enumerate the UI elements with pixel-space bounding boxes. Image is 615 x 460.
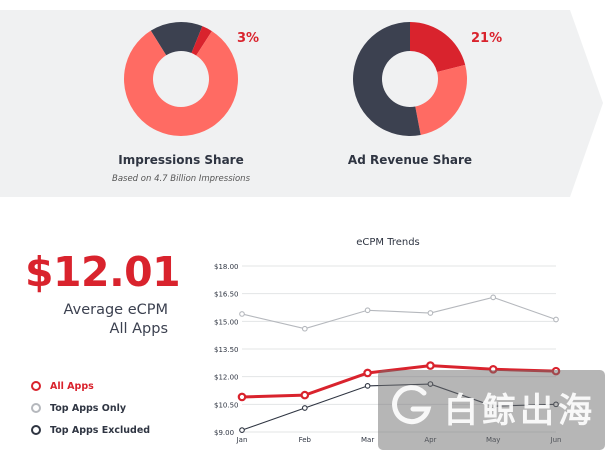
- series-point-0: [427, 310, 434, 316]
- series-point-1: [301, 405, 308, 411]
- series-point-2: [426, 361, 435, 370]
- revenue-donut: [353, 22, 467, 136]
- kpi-caption-line1: Average eCPM: [63, 302, 168, 318]
- series-point-2: [363, 368, 372, 378]
- series-point-0: [364, 307, 371, 314]
- legend-label-top-apps-excluded: Top Apps Excluded: [50, 424, 151, 436]
- y-tick-label: $13.50: [214, 346, 239, 354]
- kpi-value: $12.01: [25, 248, 181, 296]
- legend-marker-all-apps: [31, 381, 41, 391]
- y-tick-label: $15.00: [214, 318, 239, 326]
- legend-item-all-apps: All Apps: [31, 379, 94, 393]
- legend-marker-top-apps-only: [31, 403, 41, 413]
- impressions-slice-0: [150, 21, 203, 56]
- watermark-text: 白鲸出海: [444, 391, 596, 431]
- legend-item-top-apps-excluded: Top Apps Excluded: [31, 423, 150, 437]
- revenue-highlight-label: 21%: [471, 31, 503, 46]
- series-point-0: [490, 294, 497, 301]
- chart-title: eCPM Trends: [356, 237, 420, 248]
- legend-marker-top-apps-excluded: [31, 425, 41, 435]
- series-line-0: [241, 296, 557, 330]
- series-line-2: [241, 364, 557, 399]
- impressions-highlight-label: 3%: [237, 31, 260, 46]
- watermark-overlay: 白鲸出海: [378, 370, 605, 450]
- legend-label-all-apps: All Apps: [50, 380, 94, 392]
- legend-item-top-apps-only: Top Apps Only: [31, 401, 126, 415]
- series-point-2: [300, 390, 310, 400]
- g-logo-icon: [392, 385, 432, 425]
- series-point-2: [237, 392, 247, 402]
- impressions-slice-1: [191, 26, 212, 56]
- impressions-donut: [124, 21, 238, 137]
- revenue-slice-2: [353, 22, 421, 136]
- impressions-subtitle: Based on 4.7 Billion Impressions: [111, 174, 250, 184]
- y-tick-label: $12.00: [214, 374, 239, 382]
- revenue-slice-1: [415, 64, 467, 135]
- x-tick-label: Jan: [236, 436, 248, 444]
- x-tick-label: Feb: [299, 436, 312, 444]
- x-tick-label: Mar: [361, 436, 374, 444]
- impressions-slice-2: [124, 30, 238, 137]
- y-tick-label: $10.50: [214, 401, 239, 409]
- y-tick-label: $16.50: [214, 291, 239, 299]
- y-tick-label: $9.00: [214, 429, 234, 437]
- series-point-1: [239, 427, 245, 434]
- series-point-0: [301, 325, 308, 332]
- y-tick-label: $18.00: [214, 263, 239, 271]
- impressions-title: Impressions Share: [118, 153, 244, 167]
- series-point-0: [553, 316, 559, 323]
- legend-label-top-apps-only: Top Apps Only: [50, 402, 127, 414]
- series-point-0: [239, 311, 245, 317]
- kpi-caption-line2: All Apps: [109, 321, 168, 337]
- top-banner: [0, 10, 603, 197]
- revenue-slice-0: [410, 22, 466, 73]
- revenue-title: Ad Revenue Share: [347, 153, 473, 167]
- series-point-1: [364, 383, 371, 389]
